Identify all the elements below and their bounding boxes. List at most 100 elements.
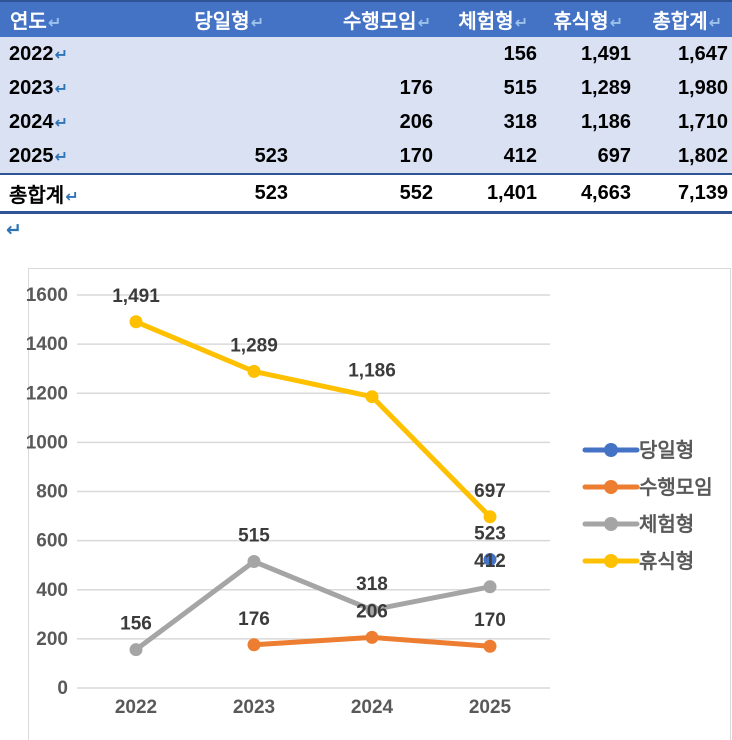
cell-end-mark: ↵: [65, 188, 79, 206]
column-header: 휴식형↵: [541, 5, 635, 34]
value-cell-text: 523: [254, 144, 288, 167]
row-label-text: 2022: [9, 42, 54, 65]
row-label-text: 2025: [9, 144, 54, 167]
cell-end-mark: ↵: [47, 15, 62, 32]
series-marker-체험형: [365, 603, 379, 617]
legend-label-수행모임: 수행모임: [639, 476, 713, 499]
row-label: 2024↵: [0, 111, 120, 134]
series-marker-수행모임: [247, 638, 261, 652]
data-label-수행모임: 176: [238, 609, 270, 630]
table-row: 2024↵ 206 318 1,186 1,710: [0, 105, 732, 139]
data-label-체험형: 318: [356, 574, 388, 595]
total-value-cell: 552: [292, 182, 437, 205]
column-header-text: 연도: [10, 11, 47, 33]
table-total-row: 총합계↵ 523 552 1,401 4,663 7,139: [0, 173, 732, 211]
value-cell-text: 176: [399, 76, 433, 99]
total-value-cell-text: 4,663: [580, 181, 631, 204]
y-axis-tick-label: 1000: [26, 432, 68, 453]
data-label-휴식형: 1,289: [230, 335, 278, 356]
column-header-text: 당일형: [194, 11, 250, 33]
data-label-당일형: 523: [474, 524, 506, 545]
y-axis-tick-label: 1600: [26, 285, 68, 306]
total-value-cell-text: 552: [399, 181, 433, 204]
value-cell: 206: [292, 111, 437, 134]
data-label-체험형: 156: [120, 614, 152, 635]
value-cell-text: 1,491: [580, 42, 631, 65]
column-header: 총합계↵: [635, 5, 732, 34]
value-cell: 1,491: [541, 43, 635, 66]
y-axis-tick-label: 0: [57, 678, 68, 699]
x-axis-tick-label: 2022: [115, 697, 157, 718]
row-label-text: 2024: [9, 110, 54, 133]
row-label: 2022↵: [0, 43, 120, 66]
legend-marker-수행모임: [604, 480, 618, 494]
legend-label-체험형: 체험형: [639, 513, 694, 536]
y-axis-tick-label: 1400: [26, 334, 68, 355]
total-value-cell: 4,663: [541, 182, 635, 205]
value-cell-text: 1,980: [677, 76, 728, 99]
value-cell: 170: [292, 145, 437, 168]
cell-end-mark: ↵: [54, 148, 68, 166]
line-chart-canvas: 0 200 400 600 800 1000 1200 1400 1600 2022 2023 202…: [26, 268, 731, 740]
total-label: 총합계↵: [0, 179, 120, 208]
cell-end-mark: ↵: [54, 114, 68, 132]
series-marker-휴식형: [365, 390, 379, 404]
row-label: 2023↵: [0, 77, 120, 100]
total-label-text: 총합계: [9, 184, 65, 207]
value-cell: 412: [437, 145, 541, 168]
value-cell-text: 1,802: [677, 144, 728, 167]
cell-end-mark: ↵: [609, 15, 623, 32]
value-cell: 318: [437, 111, 541, 134]
series-marker-수행모임: [483, 639, 497, 653]
cell-end-mark: ↵: [417, 15, 431, 32]
series-marker-체험형: [483, 580, 497, 594]
data-label-수행모임: 170: [474, 610, 506, 631]
value-cell-text: 412: [503, 144, 537, 167]
value-cell: 1,802: [635, 145, 732, 168]
value-cell-text: 206: [399, 110, 433, 133]
total-value-cell-text: 7,139: [677, 181, 728, 204]
total-value-cell-text: 1,401: [486, 181, 537, 204]
value-cell-text: 156: [503, 42, 537, 65]
y-axis-tick-label: 1200: [26, 383, 68, 404]
paragraph-mark: ↵: [6, 220, 22, 241]
series-marker-수행모임: [365, 630, 379, 644]
value-cell-text: 1,186: [580, 110, 631, 133]
summary-table: 연도↵ 당일형↵ 수행모임↵ 체험형↵ 휴식형↵ 총합계↵ 2022↵ 156 1,491 1,…: [0, 0, 732, 214]
column-header: 연도↵: [0, 5, 120, 34]
cell-end-mark: ↵: [250, 15, 264, 32]
x-axis-tick-label: 2025: [469, 697, 512, 718]
table-row: 2022↵ 156 1,491 1,647: [0, 37, 732, 71]
y-axis-tick-label: 400: [36, 580, 68, 601]
series-marker-휴식형: [129, 315, 143, 329]
cell-end-mark: ↵: [708, 15, 722, 32]
column-header-text: 수행모임: [342, 11, 417, 33]
y-axis-tick-label: 800: [36, 482, 68, 503]
data-label-체험형: 515: [238, 526, 270, 547]
table-row: 2023↵ 176 515 1,289 1,980: [0, 71, 732, 105]
value-cell: 1,647: [635, 43, 732, 66]
total-value-cell-text: 523: [254, 181, 288, 204]
series-marker-체험형: [247, 555, 261, 569]
value-cell-text: 170: [399, 144, 433, 167]
data-label-휴식형: 1,186: [348, 361, 396, 382]
x-axis-tick-label: 2023: [233, 697, 275, 718]
total-value-cell: 7,139: [635, 182, 732, 205]
column-header-text: 총합계: [652, 11, 708, 33]
legend-label-휴식형: 휴식형: [639, 550, 694, 573]
series-marker-당일형: [483, 553, 497, 567]
legend-marker-체험형: [604, 517, 618, 531]
legend-label-당일형: 당일형: [639, 439, 694, 462]
value-cell: 697: [541, 145, 635, 168]
column-header-text: 체험형: [458, 11, 514, 33]
value-cell: 1,980: [635, 77, 732, 100]
total-value-cell: 1,401: [437, 182, 541, 205]
value-cell-text: 1,289: [580, 76, 631, 99]
value-cell: 156: [437, 43, 541, 66]
table-row: 2025↵ 523 170 412 697 1,802: [0, 139, 732, 173]
value-cell-text: 1,710: [677, 110, 728, 133]
value-cell: 1,186: [541, 111, 635, 134]
cell-end-mark: ↵: [54, 80, 68, 98]
data-label-수행모임: 206: [356, 601, 388, 622]
value-cell: 1,289: [541, 77, 635, 100]
